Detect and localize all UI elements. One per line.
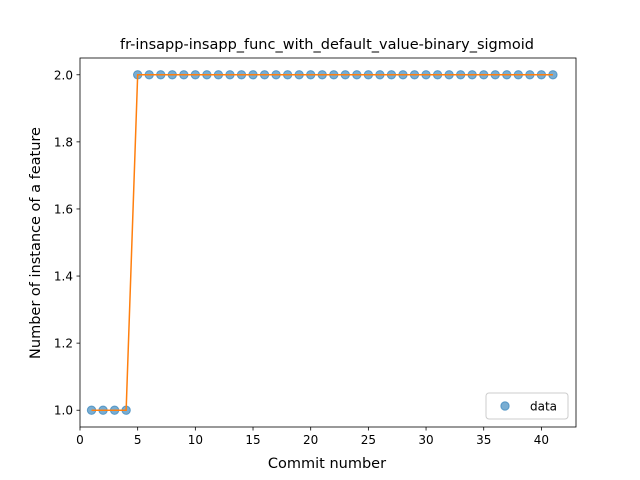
y-tick-label: 2.0 <box>54 68 73 82</box>
axes-frame <box>79 57 577 428</box>
chart-title: fr-insapp-insapp_func_with_default_value… <box>120 37 534 53</box>
x-tick-label: 35 <box>476 433 491 447</box>
plot-area: 0 5 10 15 20 25 30 35 40 1.0 1.2 1.4 1.6 1.8 2.0 <box>54 57 577 447</box>
legend: data <box>485 392 569 420</box>
series-line <box>91 74 553 411</box>
y-tick-label: 1.0 <box>54 404 73 418</box>
x-tick-label: 30 <box>418 433 433 447</box>
x-tick-label: 20 <box>303 433 318 447</box>
y-tick-label: 1.6 <box>54 202 73 216</box>
x-axis-label: Commit number <box>268 456 386 472</box>
x-tick-label: 25 <box>361 433 376 447</box>
y-tick-label: 1.8 <box>54 135 73 149</box>
x-tick-label: 15 <box>245 433 260 447</box>
y-tick-label: 1.2 <box>54 337 73 351</box>
x-tick-label: 10 <box>188 433 203 447</box>
x-tick-label: 5 <box>134 433 142 447</box>
y-axis-label: Number of instance of a feature <box>28 127 44 359</box>
y-tick-label: 1.4 <box>54 270 73 284</box>
legend-box <box>485 392 569 420</box>
legend-marker <box>500 401 510 411</box>
legend-label: data <box>530 400 557 414</box>
x-tick-label: 40 <box>534 433 549 447</box>
x-tick-label: 0 <box>76 433 84 447</box>
